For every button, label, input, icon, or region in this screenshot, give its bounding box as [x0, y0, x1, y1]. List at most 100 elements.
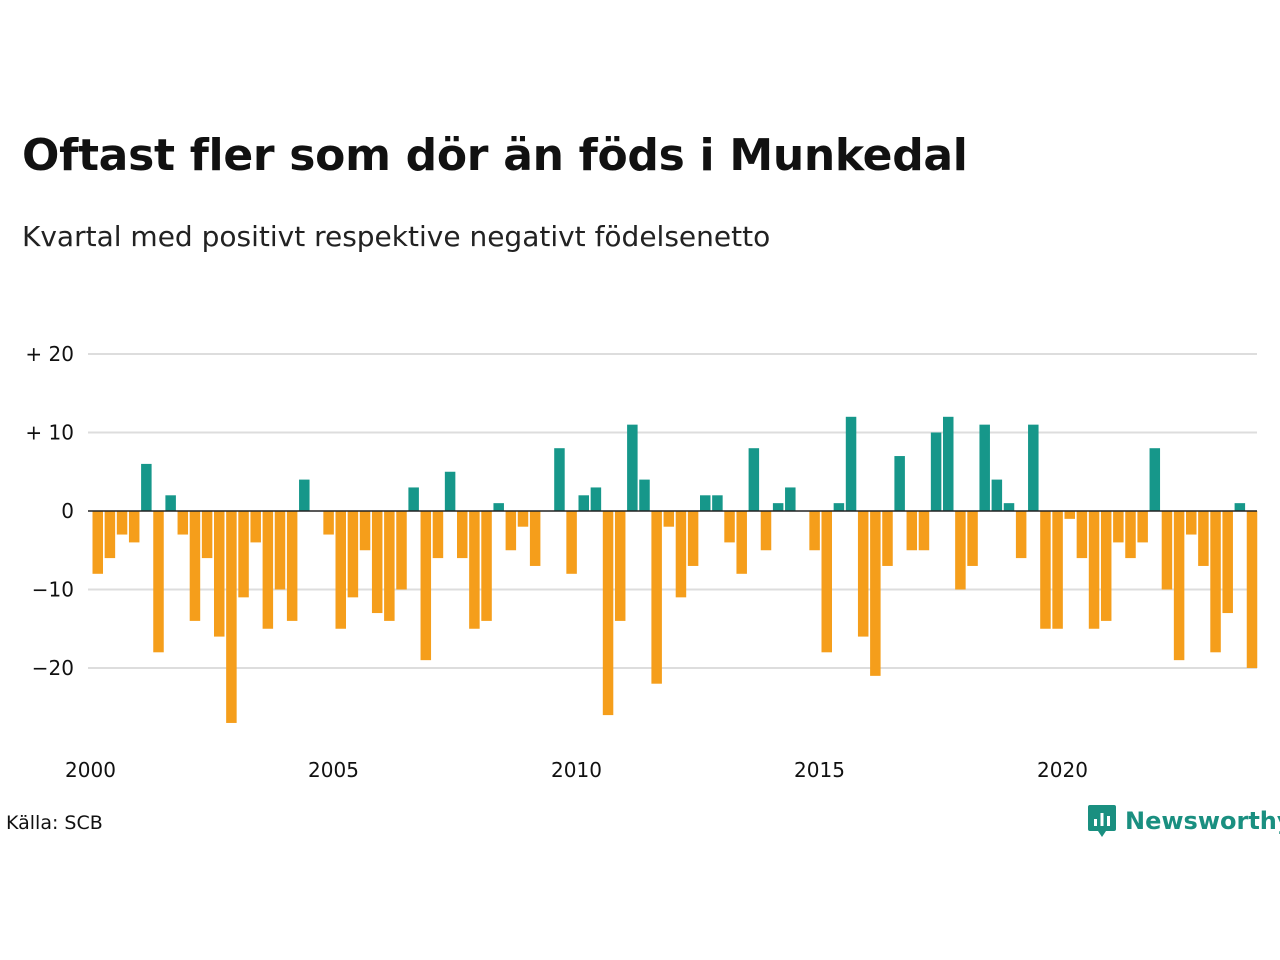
bar-chart: + 20 + 10 0 −10 −20 2000 2005 2010 2015 2020 [25, 342, 1258, 782]
bar-negative [1198, 511, 1209, 566]
bar-negative [1246, 511, 1258, 668]
x-tick-label: 2010 [551, 758, 602, 782]
y-tick-label: −20 [32, 656, 74, 680]
bar-negative [906, 511, 918, 551]
bar-positive [785, 487, 796, 511]
bar-negative [505, 511, 517, 551]
bar-negative [918, 511, 930, 551]
bar-positive [444, 471, 456, 511]
bar-negative [687, 511, 699, 566]
bar-negative [323, 511, 334, 535]
chart-subtitle: Kvartal med positivt respektive negativt… [22, 220, 771, 253]
bar-negative [821, 511, 832, 653]
bar-negative [809, 511, 820, 551]
bar-negative [1137, 511, 1148, 543]
bar-negative [760, 511, 772, 551]
bar-negative [481, 511, 492, 621]
bar-negative [116, 511, 128, 535]
bar-negative [457, 511, 468, 559]
brand-logo: Newsworthy [1087, 804, 1280, 838]
bar-negative [1222, 511, 1233, 614]
bar-negative [1173, 511, 1185, 661]
bar-negative [1186, 511, 1197, 535]
x-axis-labels: 2000 2005 2010 2015 2020 [65, 758, 1088, 782]
bar-positive [894, 456, 905, 511]
bar-positive [748, 448, 760, 511]
bar-positive [833, 503, 845, 511]
bar-negative [335, 511, 346, 629]
chart-title: Oftast fler som dör än föds i Munkedal [22, 130, 968, 181]
bar-negative [214, 511, 225, 637]
bar-negative [250, 511, 261, 543]
x-tick-label: 2020 [1037, 758, 1088, 782]
bar-positive [979, 424, 990, 511]
newsworthy-chart-bubble-icon [1088, 805, 1116, 837]
bar-negative [104, 511, 116, 559]
bar-positive [578, 495, 589, 511]
bar-positive [493, 503, 504, 511]
x-tick-label: 2005 [308, 758, 359, 782]
bar-negative [92, 511, 103, 574]
bar-negative [177, 511, 189, 535]
bar-negative [1076, 511, 1088, 559]
bar-negative [153, 511, 164, 653]
y-axis-labels: + 20 + 10 0 −10 −20 [25, 342, 74, 680]
bar-negative [384, 511, 395, 621]
bar-negative [1113, 511, 1124, 543]
bar-positive [700, 495, 711, 511]
bar-negative [882, 511, 893, 566]
bar-negative [469, 511, 480, 629]
bar-positive [845, 416, 857, 511]
bar-negative [602, 511, 614, 716]
bar-negative [226, 511, 237, 723]
bar-negative [189, 511, 201, 621]
bar-negative [286, 511, 298, 621]
bar-positive [1234, 503, 1246, 511]
bar-positive [1028, 424, 1039, 511]
bar-negative [359, 511, 371, 551]
bar-negative [1040, 511, 1051, 629]
bar-negative [262, 511, 274, 629]
bar-negative [347, 511, 359, 598]
bar-negative [967, 511, 978, 566]
bar-positive [299, 479, 310, 511]
bar-positive [943, 416, 954, 511]
bar-negative [432, 511, 444, 559]
bar-positive [408, 487, 419, 511]
bar-negative [371, 511, 383, 614]
bar-negative [420, 511, 432, 661]
bar-negative [663, 511, 675, 527]
bar-negative [614, 511, 626, 621]
bar-positive [627, 424, 638, 511]
bar-positive [590, 487, 602, 511]
x-tick-label: 2000 [65, 758, 116, 782]
bar-positive [772, 503, 784, 511]
bar-positive [712, 495, 723, 511]
bar-negative [1064, 511, 1075, 519]
bar-positive [165, 495, 176, 511]
bar-negative [857, 511, 869, 637]
bar-negative [238, 511, 249, 598]
y-tick-label: + 20 [25, 342, 74, 366]
bar-negative [675, 511, 687, 598]
bar-negative [1210, 511, 1221, 653]
bar-positive [639, 479, 650, 511]
bar-negative [128, 511, 140, 543]
bar-negative [724, 511, 735, 543]
bar-negative [566, 511, 577, 574]
y-tick-label: −10 [32, 578, 74, 602]
bar-negative [870, 511, 881, 676]
bar-negative [517, 511, 529, 527]
bar-positive [141, 463, 152, 511]
bar-negative [1088, 511, 1100, 629]
bar-negative [529, 511, 541, 566]
y-tick-label: 0 [61, 499, 74, 523]
bar-negative [955, 511, 966, 590]
bar-negative [201, 511, 213, 559]
bar-positive [991, 479, 1003, 511]
bar-positive [1003, 503, 1015, 511]
bar-negative [1125, 511, 1136, 559]
bar-positive [1149, 448, 1161, 511]
x-tick-label: 2015 [794, 758, 845, 782]
bar-positive [930, 432, 942, 511]
